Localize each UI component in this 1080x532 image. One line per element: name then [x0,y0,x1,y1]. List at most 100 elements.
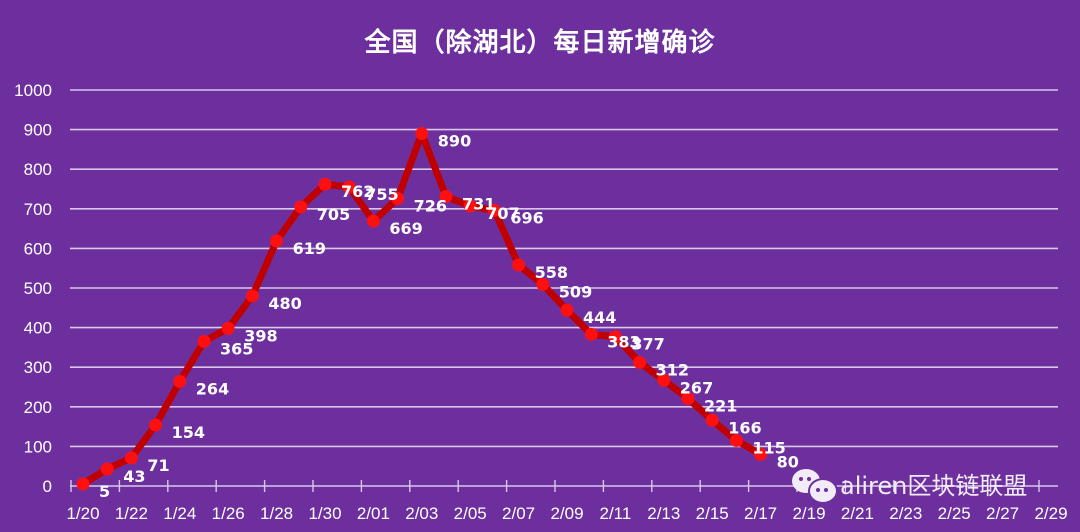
data-label: 755 [365,185,398,204]
data-point [754,447,768,461]
data-point [294,200,308,214]
y-tick-label: 300 [24,358,52,377]
data-label: 377 [631,335,664,354]
data-point [512,258,526,272]
data-label: 5 [99,482,110,501]
x-tick-label: 2/23 [889,504,922,523]
gridlines [70,89,1058,448]
x-tick-label: 2/19 [792,504,825,523]
y-tick-label: 500 [24,279,52,298]
data-label: 398 [244,326,277,345]
data-point [391,192,405,206]
data-point [245,289,259,303]
data-point [608,330,622,344]
x-tick-label: 2/07 [502,504,535,523]
data-label: 312 [656,360,689,379]
y-tick-label: 700 [24,200,52,219]
data-label: 166 [728,418,761,437]
x-tick-label: 2/15 [696,504,729,523]
data-point [633,355,647,369]
data-label: 509 [559,282,592,301]
data-label: 383 [607,332,640,351]
x-tick-label: 2/05 [454,504,487,523]
data-point [584,327,598,341]
data-point [149,418,163,432]
data-label: 707 [486,204,519,223]
data-point [318,177,332,191]
x-tick-label: 1/26 [212,504,245,523]
x-tick-label: 1/24 [163,504,196,523]
data-label: 705 [317,205,350,224]
data-point [560,303,574,317]
watermark-text: aliren区块链联盟 [840,472,1028,500]
data-point [270,234,284,248]
data-point [76,477,90,491]
x-tick-label: 1/30 [308,504,341,523]
data-label: 726 [414,197,447,216]
data-label: 264 [196,379,229,398]
x-tick-label: 1/20 [66,504,99,523]
x-tick-label: 2/11 [599,504,631,523]
wechat-icon [792,467,838,504]
x-tick-label: 2/21 [841,504,874,523]
data-label: 221 [704,396,737,415]
chart-title: 全国（除湖北）每日新增确诊 [364,28,716,58]
x-tick-label: 1/28 [260,504,293,523]
data-label: 444 [583,308,616,327]
data-label: 43 [123,467,145,486]
watermark: aliren区块链联盟 [792,466,1028,504]
data-label: 558 [535,263,568,282]
data-label: 480 [268,294,301,313]
y-axis-labels: 0 100 200 300 400 500 600 700 800 900 1000 [14,81,52,496]
data-label: 267 [680,378,713,397]
data-label: 890 [438,132,471,151]
x-tick-label: 2/25 [938,504,971,523]
x-tick-label: 2/03 [405,504,438,523]
data-point [415,127,429,141]
data-point [487,203,501,217]
data-point [681,391,695,405]
y-tick-label: 800 [24,160,52,179]
y-tick-label: 1000 [14,81,52,100]
data-point [463,199,477,213]
data-point [173,374,187,388]
x-tick-label: 2/01 [357,504,390,523]
x-axis: 1/20 1/22 1/24 1/26 1/28 1/30 2/01 2/03 2/05 2/07… [66,480,1068,523]
data-point [657,373,671,387]
y-tick-label: 200 [24,398,52,417]
y-tick-label: 900 [24,121,52,140]
data-point [536,277,550,291]
data-point [705,413,719,427]
y-tick-label: 400 [24,319,52,338]
data-label: 80 [777,452,799,471]
y-tick-label: 0 [43,477,52,496]
data-point [729,433,743,447]
y-tick-label: 100 [24,437,52,456]
data-label: 762 [341,182,374,201]
x-tick-label: 1/22 [115,504,148,523]
data-point [124,451,138,465]
data-point [439,190,453,204]
x-tick-label: 2/29 [1034,504,1067,523]
data-label: 365 [220,339,253,358]
x-tick-label: 2/13 [647,504,680,523]
x-tick-label: 2/17 [744,504,777,523]
data-label: 619 [293,239,326,258]
data-point [342,180,356,194]
data-label: 71 [147,456,169,475]
data-label: 154 [172,423,205,442]
data-point [221,321,235,335]
data-point [100,462,114,476]
data-series [76,127,768,491]
data-point [366,214,380,228]
y-tick-label: 600 [24,239,52,258]
data-label: 731 [462,195,495,214]
data-label: 115 [752,438,785,457]
data-label: 669 [389,219,422,238]
x-tick-label: 2/27 [986,504,1019,523]
data-label: 696 [510,208,543,227]
x-tick-label: 2/09 [550,504,583,523]
data-point [197,334,211,348]
